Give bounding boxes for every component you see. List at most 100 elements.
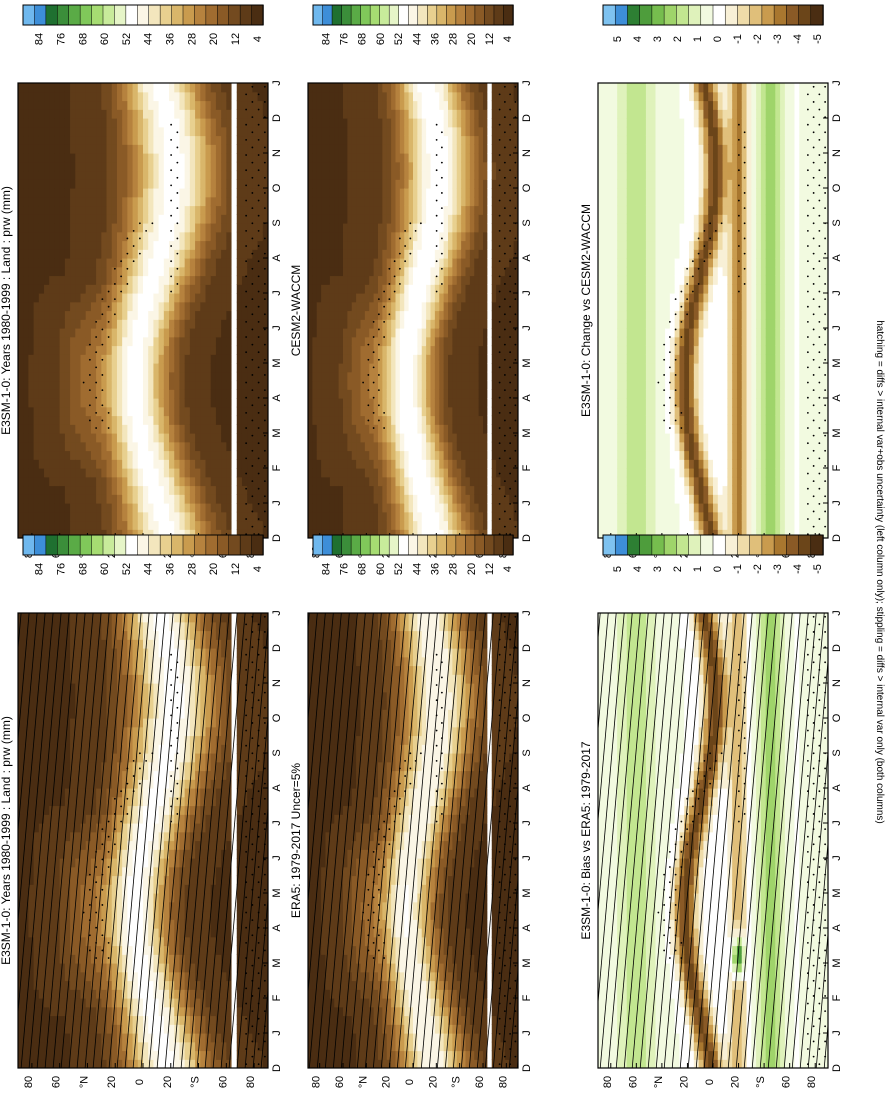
field-cell xyxy=(236,928,243,938)
panel-field-p2 xyxy=(18,83,268,538)
field-cell xyxy=(132,796,139,807)
field-cell xyxy=(106,188,113,198)
field-cell xyxy=(262,823,268,833)
field-cell xyxy=(174,476,181,487)
field-cell xyxy=(33,144,40,154)
field-cell xyxy=(262,936,268,947)
field-cell xyxy=(85,109,92,119)
field-cell xyxy=(111,441,118,452)
field-cell xyxy=(241,998,248,1008)
field-cell xyxy=(23,503,30,513)
field-cell xyxy=(116,1006,123,1017)
field-cell xyxy=(195,910,201,920)
field-cell xyxy=(38,613,45,623)
field-cell xyxy=(137,476,144,487)
field-cell xyxy=(252,901,259,912)
field-cell xyxy=(90,849,97,859)
field-cell xyxy=(241,849,248,859)
field-cell xyxy=(143,901,149,912)
stipple-dot xyxy=(101,934,104,937)
field-cell xyxy=(215,144,222,154)
field-cell xyxy=(80,1041,87,1052)
field-cell xyxy=(169,231,175,242)
field-cell xyxy=(132,485,139,495)
field-cell xyxy=(221,144,227,154)
field-cell xyxy=(226,1041,233,1052)
field-cell xyxy=(23,433,30,443)
field-cell xyxy=(101,744,108,754)
field-cell xyxy=(70,753,76,763)
field-cell xyxy=(215,118,222,128)
field-cell xyxy=(231,240,238,250)
field-cell xyxy=(106,433,113,443)
field-cell xyxy=(226,963,233,973)
field-cell xyxy=(257,656,264,667)
field-cell xyxy=(236,621,243,632)
field-cell xyxy=(111,796,118,807)
field-cell xyxy=(75,954,82,964)
field-cell xyxy=(64,485,71,495)
field-cell xyxy=(200,389,207,399)
field-cell xyxy=(143,284,149,294)
field-cell xyxy=(252,779,259,789)
field-cell xyxy=(143,709,149,719)
field-cell xyxy=(174,726,181,737)
field-cell xyxy=(49,665,56,675)
field-cell xyxy=(163,485,170,495)
field-cell xyxy=(64,476,71,487)
field-cell xyxy=(179,753,186,763)
stipple-dot xyxy=(245,987,248,990)
field-cell xyxy=(122,814,128,824)
field-cell xyxy=(179,718,186,728)
field-cell xyxy=(75,1015,82,1025)
field-cell xyxy=(85,613,92,623)
field-cell xyxy=(64,494,71,504)
field-cell xyxy=(33,963,40,973)
field-cell xyxy=(236,718,243,728)
field-cell xyxy=(215,380,222,390)
field-cell xyxy=(116,884,123,894)
field-cell xyxy=(210,1050,217,1060)
field-cell xyxy=(85,520,92,530)
field-cell xyxy=(210,179,217,189)
hatch-line xyxy=(148,613,190,1068)
stipple-dot xyxy=(251,782,254,785)
field-cell xyxy=(221,354,227,364)
hatch-line xyxy=(100,613,142,1068)
stipple-dot xyxy=(107,820,110,823)
field-cell xyxy=(169,1059,175,1068)
field-cell xyxy=(85,1050,92,1060)
field-cell xyxy=(101,875,108,885)
field-cell xyxy=(70,118,76,128)
field-cell xyxy=(54,945,61,955)
field-cell xyxy=(33,971,40,982)
stipple-dot xyxy=(101,828,104,831)
field-cell xyxy=(64,188,71,198)
field-cell xyxy=(18,998,24,1008)
field-cell xyxy=(195,511,201,522)
field-cell xyxy=(85,691,92,702)
field-cell xyxy=(90,823,97,833)
field-cell xyxy=(44,485,50,495)
field-cell xyxy=(148,936,155,947)
field-cell xyxy=(163,520,170,530)
field-cell xyxy=(169,831,175,842)
field-cell xyxy=(64,310,71,320)
field-cell xyxy=(23,779,30,789)
field-cell xyxy=(163,980,170,990)
field-cell xyxy=(64,770,71,780)
field-cell xyxy=(122,275,128,285)
field-cell xyxy=(90,415,97,425)
field-cell xyxy=(59,963,66,973)
field-cell xyxy=(59,849,66,859)
field-cell xyxy=(33,718,40,728)
field-cell xyxy=(122,328,128,338)
field-cell xyxy=(205,893,212,903)
field-cell xyxy=(252,621,259,632)
field-cell xyxy=(153,188,160,198)
field-cell xyxy=(231,485,238,495)
field-cell xyxy=(33,630,40,640)
field-cell xyxy=(70,674,76,684)
month-tick-label: O xyxy=(271,713,283,722)
field-cell xyxy=(221,656,227,667)
